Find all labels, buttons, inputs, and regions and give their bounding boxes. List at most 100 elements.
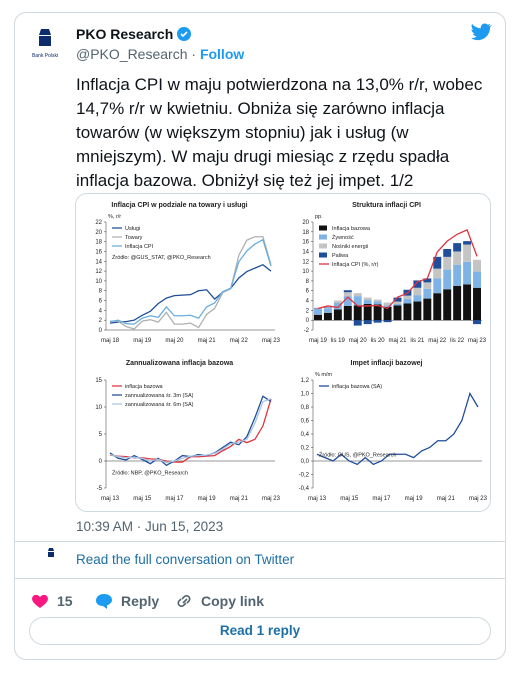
link-icon[interactable]: [175, 593, 193, 609]
chart-title: Impet inflacji bazowej: [351, 360, 423, 367]
y-tick-label: 0: [306, 318, 310, 324]
bar-segment: [363, 297, 372, 301]
bar-segment: [343, 305, 352, 321]
bar-segment: [363, 320, 372, 325]
legend-label: Usługi: [125, 226, 140, 232]
legend-label: inflacja bazowa: [125, 384, 164, 390]
follow-button[interactable]: Follow: [199, 46, 245, 62]
x-tick-label: maj 22: [428, 338, 447, 344]
legend-label: zannualizowana śr. 6m (SA): [125, 402, 194, 408]
tweet-card: Bank Polski PKO Research @PKO_Research ·…: [14, 12, 506, 660]
y-tick-label: 1,0: [301, 392, 310, 398]
x-tick-label: maj 17: [372, 496, 391, 502]
x-tick-label: maj 23: [468, 338, 487, 344]
bar-segment: [363, 303, 372, 321]
x-tick-label: maj 21: [230, 496, 249, 502]
bar-segment: [343, 296, 352, 306]
handle-row: @PKO_Research · Follow: [76, 46, 244, 62]
source-note: Źródło: GUS, @PKO_Research: [319, 451, 396, 458]
x-tick-label: maj 20: [165, 338, 184, 344]
read-conversation[interactable]: Read the full conversation on Twitter: [76, 552, 295, 567]
x-tick-label: maj 23: [262, 338, 281, 344]
series-line: [109, 398, 272, 463]
y-tick-label: 8: [306, 279, 310, 285]
y-tick-label: 18: [95, 240, 102, 246]
y-tick-label: 10: [95, 279, 102, 285]
y-axis-label: pp.: [315, 214, 323, 220]
author-name[interactable]: PKO Research: [76, 26, 192, 42]
x-tick-label: maj 19: [198, 496, 217, 502]
bar-segment: [423, 288, 432, 299]
y-tick-label: 0,2: [301, 446, 310, 452]
legend-label: Żywność: [332, 234, 354, 241]
bar-segment: [373, 304, 382, 321]
y-tick-label: 14: [95, 259, 102, 265]
series-line: [109, 238, 272, 325]
read-replies-button[interactable]: Read 1 reply: [29, 617, 491, 645]
y-tick-label: 15: [95, 378, 102, 384]
y-tick-label: 16: [302, 240, 309, 246]
bar-segment: [373, 320, 382, 323]
bar-segment: [353, 293, 362, 297]
timestamp[interactable]: 10:39 AM · Jun 15, 2023: [76, 519, 224, 534]
legend-swatch: [319, 234, 327, 240]
x-tick-label: maj 18: [101, 338, 120, 344]
y-tick-label: 0,4: [301, 432, 310, 438]
y-tick-label: 20: [95, 230, 102, 236]
legend-label: Inflacja CPI: [125, 244, 154, 250]
y-axis-label: % m/m: [315, 372, 333, 378]
bar-segment: [453, 264, 462, 286]
bar-segment: [463, 244, 472, 262]
reply-label[interactable]: Reply: [121, 593, 160, 609]
legend-label: zannualizowana śr. 3m (SA): [125, 393, 194, 399]
x-tick-label: maj 23: [262, 496, 281, 502]
bar-segment: [383, 305, 392, 307]
bar-segment: [413, 295, 422, 302]
bar-segment: [473, 320, 482, 325]
x-tick-label: lis 19: [331, 338, 346, 344]
bar-segment: [403, 299, 412, 304]
reply-icon[interactable]: [95, 593, 113, 609]
series-line: [109, 263, 272, 324]
like-icon[interactable]: [31, 593, 49, 609]
tweet-image[interactable]: Inflacja CPI w podziale na towary i usłu…: [75, 193, 491, 512]
y-tick-label: 20: [302, 220, 309, 226]
bar-segment: [423, 282, 432, 289]
bar-segment: [453, 251, 462, 265]
y-tick-label: 5: [99, 432, 103, 438]
x-tick-label: lis 22: [450, 338, 465, 344]
series-line: [110, 236, 272, 330]
x-tick-label: lis 20: [371, 338, 386, 344]
chart-title: Inflacja CPI w podziale na towary i usłu…: [111, 202, 247, 209]
twitter-logo[interactable]: [470, 23, 492, 41]
legend-label: inflacja bazowa (SA): [332, 384, 382, 390]
bar-segment: [443, 256, 452, 270]
bar-segment: [363, 300, 372, 304]
bar-segment: [383, 320, 392, 323]
y-tick-label: -2: [304, 328, 310, 334]
bar-segment: [463, 241, 472, 245]
chart-title: Struktura inflacji CPI: [352, 202, 421, 209]
logo-text: Bank Polski: [32, 53, 58, 59]
divider: [15, 541, 505, 542]
bar-segment: [393, 305, 402, 321]
bar-segment: [353, 296, 362, 306]
bar-segment: [403, 303, 412, 321]
x-tick-label: maj 19: [309, 338, 328, 344]
bar-segment: [433, 278, 442, 294]
author[interactable]: PKO Research: [76, 26, 174, 42]
bar-segment: [343, 290, 352, 293]
copy-link[interactable]: Copy link: [201, 593, 265, 609]
y-tick-label: 0,8: [301, 405, 310, 411]
y-tick-label: 18: [302, 230, 309, 236]
series-line: [317, 228, 478, 310]
y-tick-label: 0: [99, 328, 103, 334]
legend-label: Towary: [125, 235, 143, 241]
bar-segment: [333, 309, 342, 321]
y-tick-label: 10: [95, 405, 102, 411]
bar-segment: [433, 268, 442, 279]
avatar[interactable]: Bank Polski: [27, 23, 63, 63]
handle[interactable]: @PKO_Research: [76, 46, 188, 62]
bar-segment: [393, 297, 402, 302]
y-tick-label: 16: [95, 249, 102, 255]
